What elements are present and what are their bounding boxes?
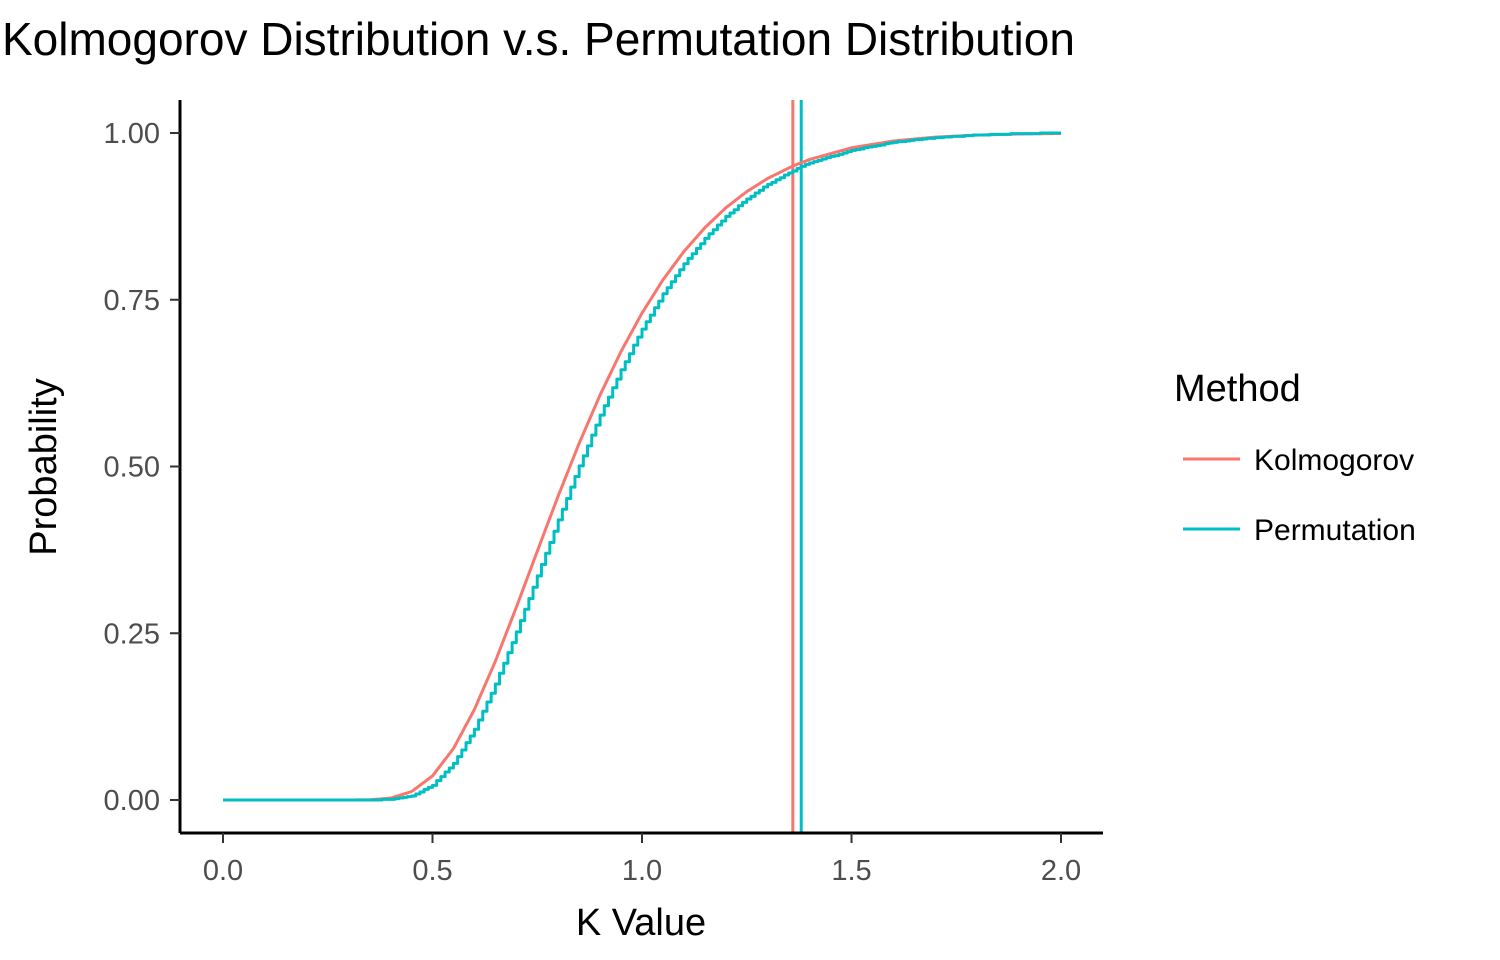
y-tick-label: 0.25 [104,618,160,650]
x-tick-label: 0.0 [203,855,243,887]
plot-lines [223,100,1062,833]
legend: Method Kolmogorov Permutation [1174,368,1416,547]
x-tick-label: 1.5 [831,855,871,887]
x-ticks: 0.0 0.5 1.0 1.5 2.0 [203,833,1081,887]
y-axis-title: Probability [23,378,65,555]
legend-label-kolmogorov: Kolmogorov [1254,444,1414,477]
x-axis-title: K Value [576,902,706,944]
legend-title: Method [1174,368,1301,410]
chart-title: Kolmogorov Distribution v.s. Permutation… [2,13,1075,65]
legend-label-permutation: Permutation [1254,514,1416,547]
y-ticks: 0.00 0.25 0.50 0.75 1.00 [104,118,180,817]
y-tick-label: 1.00 [104,118,160,150]
series-line-kolmogorov [223,131,1062,802]
y-tick-label: 0.50 [104,452,160,484]
x-tick-label: 2.0 [1041,855,1081,887]
y-tick-label: 0.00 [104,785,160,817]
series-line-permutation [223,131,1061,802]
x-tick-label: 0.5 [412,855,452,887]
y-tick-label: 0.75 [104,285,160,317]
axes [178,100,1103,835]
x-tick-label: 1.0 [622,855,662,887]
